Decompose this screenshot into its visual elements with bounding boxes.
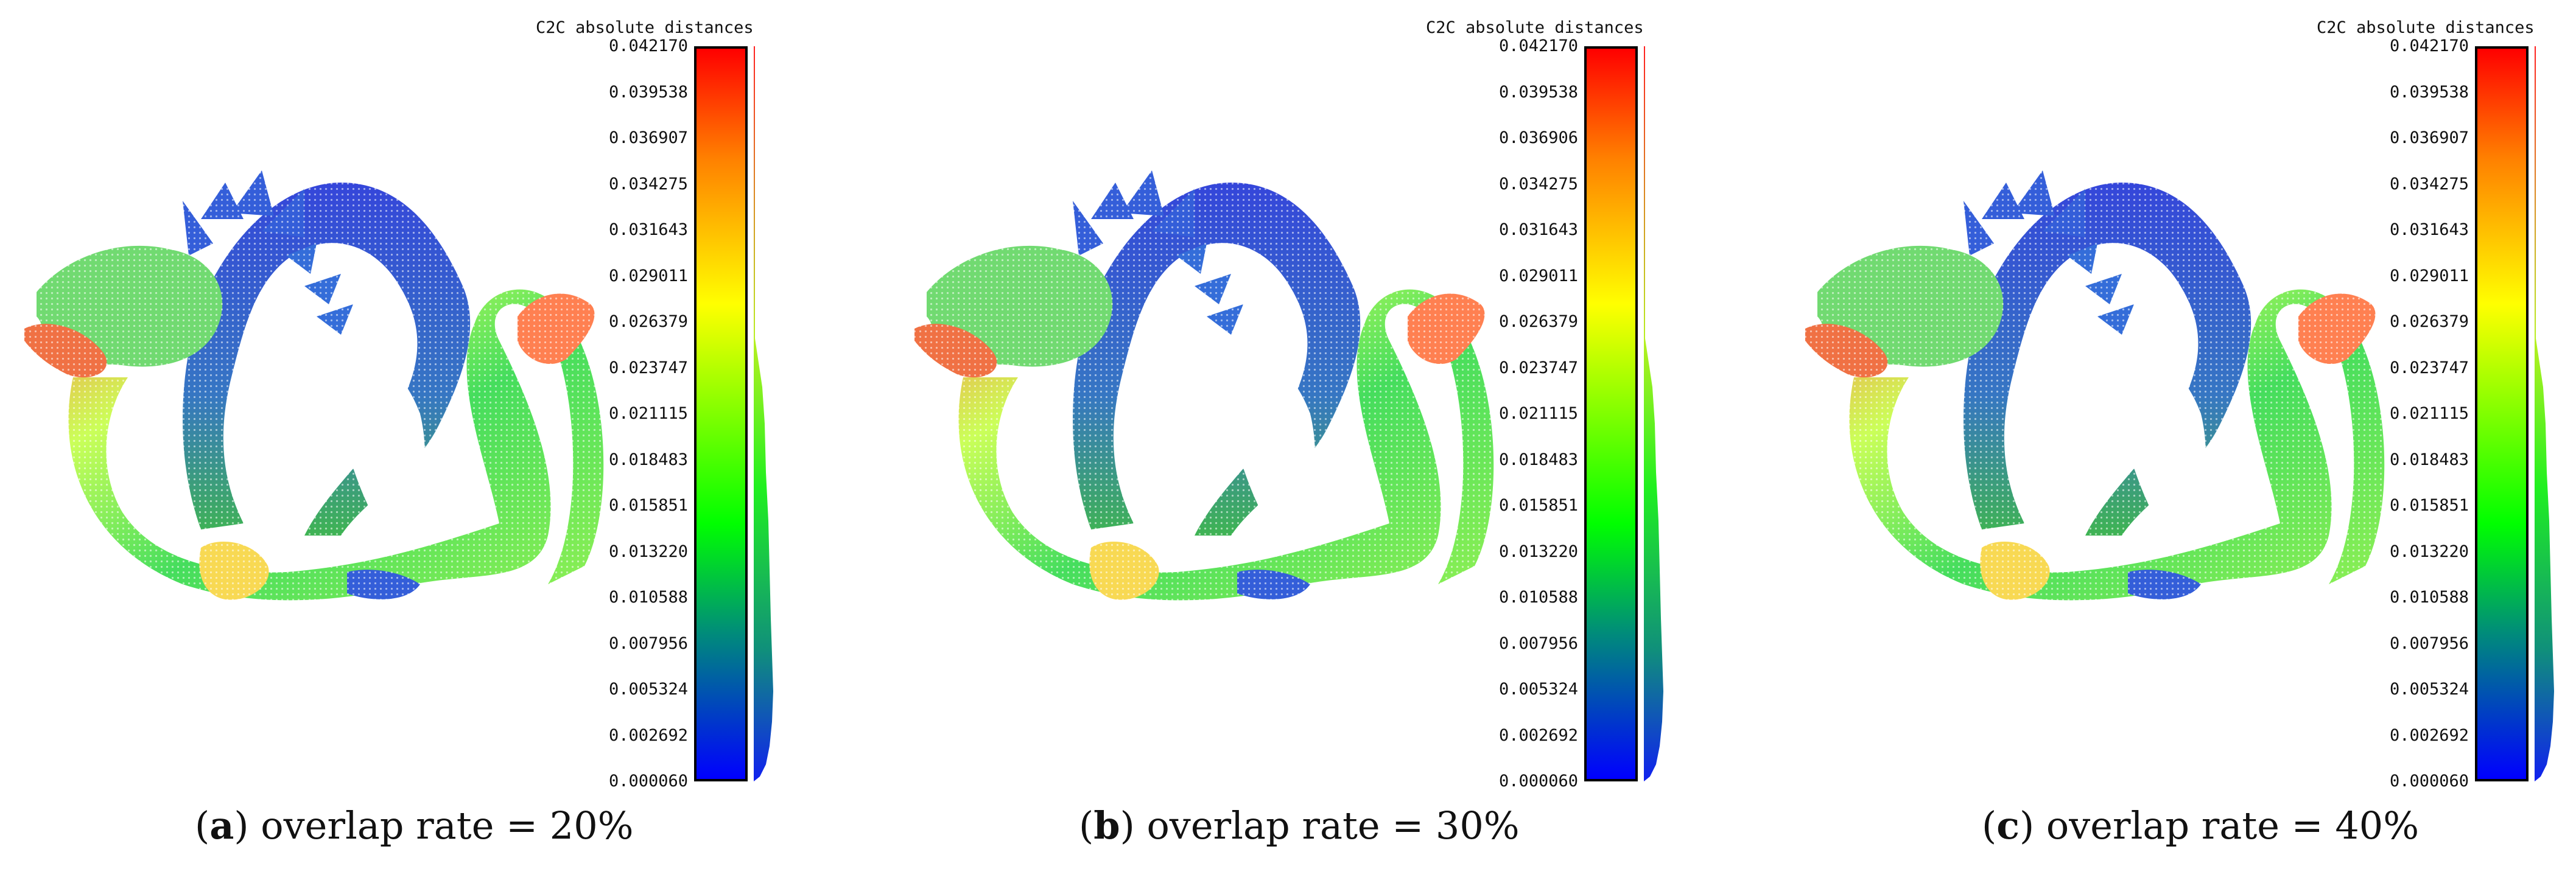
colorbar-title: C2C absolute distances — [1426, 18, 1644, 37]
colorbar-tick-label: 0.007956 — [608, 634, 688, 653]
colorbar — [2475, 46, 2529, 781]
colorbar-tick-label: 0.000060 — [1498, 772, 1578, 791]
colorbar-tick-label: 0.026379 — [2389, 312, 2469, 331]
colorbar-tick-label: 0.015851 — [1498, 496, 1578, 515]
colorbar-tick-label: 0.034275 — [608, 174, 688, 194]
dragon-point-cloud — [1781, 170, 2390, 621]
subfigure-caption-text: overlap rate = 30% — [1134, 803, 1520, 848]
distance-histogram — [1644, 46, 1663, 781]
colorbar-tick-label: 0.031643 — [1498, 220, 1578, 239]
colorbar-tick-label: 0.026379 — [608, 312, 688, 331]
colorbar-tick-label: 0.036907 — [2389, 128, 2469, 147]
dragon-point-cloud — [0, 170, 609, 621]
colorbar-tick-label: 0.039538 — [1498, 82, 1578, 102]
colorbar-tick-label: 0.021115 — [608, 404, 688, 423]
colorbar-tick-label: 0.000060 — [608, 772, 688, 791]
figure-panel-c: C2C absolute distances 0.042170 0.039538 0… — [1781, 0, 2576, 880]
colorbar-tick-label: 0.021115 — [2389, 404, 2469, 423]
colorbar-tick-label: 0.029011 — [2389, 266, 2469, 285]
distance-histogram — [754, 46, 773, 781]
colorbar-tick-label: 0.023747 — [2389, 358, 2469, 377]
colorbar-tick-label: 0.029011 — [608, 266, 688, 285]
colorbar-tick-label: 0.000060 — [2389, 772, 2469, 791]
subfigure-caption: (c) overlap rate = 40% — [1982, 803, 2419, 848]
colorbar-tick-label: 0.042170 — [1498, 37, 1578, 55]
subfigure-caption-text: overlap rate = 20% — [248, 803, 634, 848]
subfigure-caption: (a) overlap rate = 20% — [195, 803, 634, 848]
colorbar-tick-label: 0.002692 — [608, 725, 688, 745]
colorbar-tick-label: 0.010588 — [2389, 588, 2469, 607]
colorbar-tick-label: 0.018483 — [2389, 450, 2469, 469]
colorbar — [694, 46, 748, 781]
colorbar-tick-label: 0.023747 — [608, 358, 688, 377]
subfigure-label: (b) — [1079, 803, 1135, 848]
colorbar-tick-label: 0.042170 — [2389, 37, 2469, 55]
colorbar-tick-label: 0.015851 — [2389, 496, 2469, 515]
colorbar-tick-label: 0.013220 — [2389, 542, 2469, 561]
colorbar-tick-label: 0.018483 — [1498, 450, 1578, 469]
figure-panel-a: C2C absolute distances 0.042170 0.039538 0… — [0, 0, 858, 880]
colorbar-tick-label: 0.031643 — [2389, 220, 2469, 239]
subfigure-caption-text: overlap rate = 40% — [2034, 803, 2420, 848]
distance-histogram — [2535, 46, 2554, 781]
colorbar-tick-label: 0.026379 — [1498, 312, 1578, 331]
colorbar-tick-label: 0.005324 — [1498, 680, 1578, 699]
dragon-point-cloud — [890, 170, 1499, 621]
colorbar-tick-label: 0.031643 — [608, 220, 688, 239]
colorbar-tick-label: 0.039538 — [608, 82, 688, 102]
colorbar-tick-label: 0.010588 — [608, 588, 688, 607]
subfigure-label: (c) — [1982, 803, 2035, 848]
colorbar-tick-label: 0.023747 — [1498, 358, 1578, 377]
colorbar-tick-label: 0.002692 — [2389, 725, 2469, 745]
colorbar — [1584, 46, 1638, 781]
colorbar-tick-label: 0.013220 — [1498, 542, 1578, 561]
subfigure-label: (a) — [195, 803, 249, 848]
colorbar-tick-label: 0.007956 — [1498, 634, 1578, 653]
subfigure-caption: (b) overlap rate = 30% — [1079, 803, 1520, 848]
colorbar-tick-label: 0.002692 — [1498, 725, 1578, 745]
colorbar-tick-label: 0.029011 — [1498, 266, 1578, 285]
figure-panel-b: C2C absolute distances 0.042170 0.039538 0… — [890, 0, 1749, 880]
colorbar-tick-label: 0.013220 — [608, 542, 688, 561]
colorbar-tick-label: 0.034275 — [2389, 174, 2469, 194]
colorbar-title: C2C absolute distances — [536, 18, 754, 37]
colorbar-tick-label: 0.007956 — [2389, 634, 2469, 653]
colorbar-title: C2C absolute distances — [2317, 18, 2535, 37]
colorbar-tick-label: 0.021115 — [1498, 404, 1578, 423]
colorbar-tick-label: 0.015851 — [608, 496, 688, 515]
colorbar-tick-label: 0.018483 — [608, 450, 688, 469]
colorbar-tick-label: 0.034275 — [1498, 174, 1578, 194]
colorbar-tick-label: 0.042170 — [608, 37, 688, 55]
colorbar-tick-label: 0.036906 — [1498, 128, 1578, 147]
colorbar-tick-label: 0.010588 — [1498, 588, 1578, 607]
colorbar-tick-label: 0.005324 — [2389, 680, 2469, 699]
colorbar-tick-label: 0.039538 — [2389, 82, 2469, 102]
colorbar-tick-label: 0.036907 — [608, 128, 688, 147]
colorbar-tick-label: 0.005324 — [608, 680, 688, 699]
